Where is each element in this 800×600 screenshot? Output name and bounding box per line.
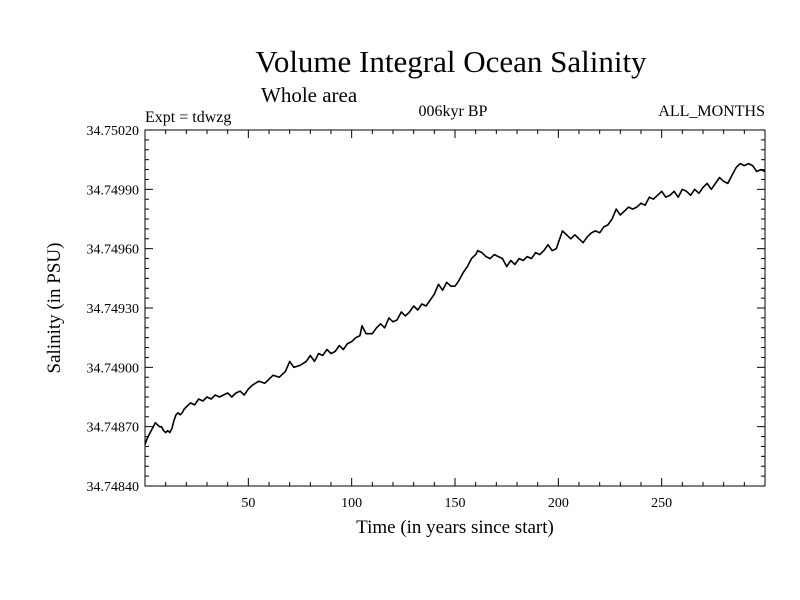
- y-axis-ticks: [145, 139, 765, 477]
- y-tick-label: 34.74840: [87, 480, 140, 495]
- x-tick-label: 250: [651, 496, 672, 511]
- x-axis-ticks: [165, 130, 745, 486]
- y-tick-label: 34.74870: [87, 421, 140, 436]
- chart-title: Volume Integral Ocean Salinity: [255, 44, 647, 79]
- salinity-series-line: [144, 162, 766, 445]
- y-tick-label: 34.74990: [87, 183, 140, 198]
- period-label: 006kyr BP: [419, 103, 488, 120]
- y-tick-label: 34.74900: [87, 361, 140, 376]
- experiment-label: Expt = tdwzg: [145, 109, 231, 126]
- y-tick-label: 34.74960: [87, 243, 140, 258]
- x-tick-label: 100: [341, 496, 362, 511]
- months-label: ALL_MONTHS: [658, 103, 765, 120]
- chart-subtitle: Whole area: [261, 83, 358, 107]
- y-tick-label: 34.75020: [87, 124, 140, 139]
- x-tick-label: 200: [548, 496, 569, 511]
- x-axis-tick-labels: 50 100 150 200 250: [241, 496, 672, 511]
- y-tick-label: 34.74930: [87, 302, 140, 317]
- plot-frame: [144, 129, 766, 487]
- x-tick-label: 150: [445, 496, 466, 511]
- x-axis-label: Time (in years since start): [356, 517, 554, 538]
- x-tick-label: 50: [241, 496, 255, 511]
- y-axis-label: Salinity (in PSU): [44, 243, 65, 374]
- y-axis-tick-labels: 34.74840 34.74870 34.74900 34.74930 34.74960…: [87, 124, 140, 495]
